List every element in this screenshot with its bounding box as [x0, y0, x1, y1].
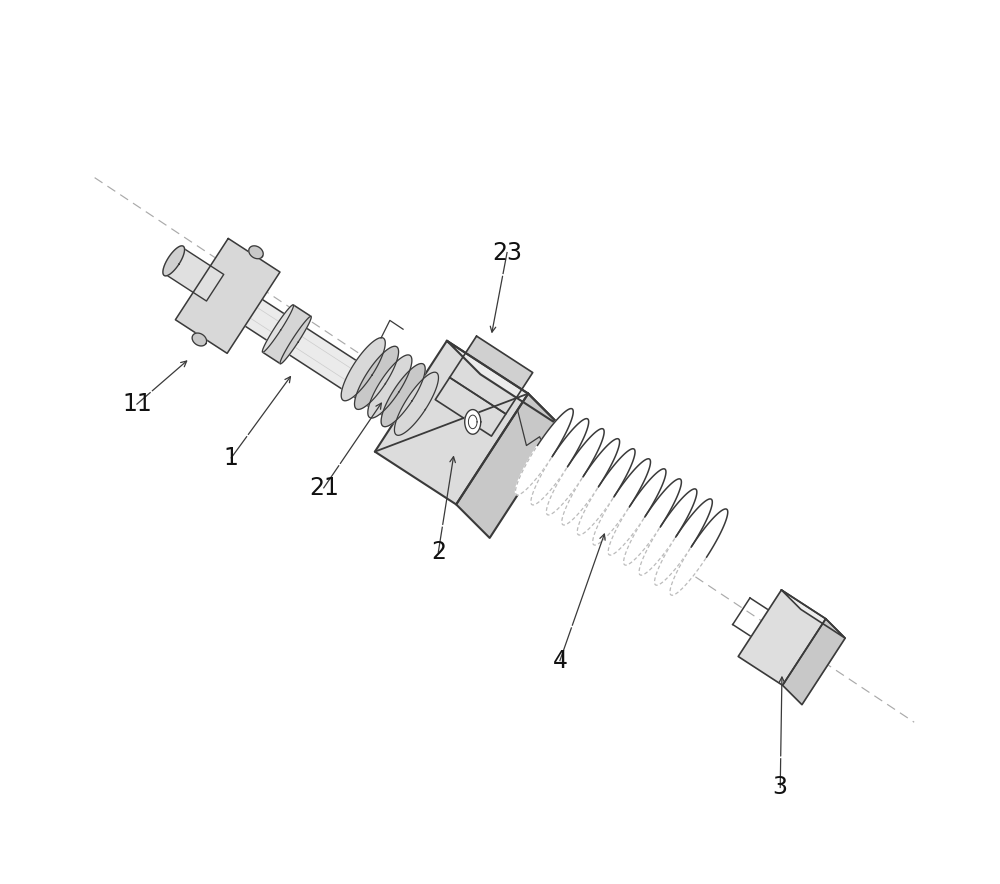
Polygon shape	[546, 429, 604, 515]
Polygon shape	[192, 333, 207, 346]
Polygon shape	[163, 246, 185, 276]
Polygon shape	[624, 479, 681, 565]
Polygon shape	[593, 459, 650, 545]
Polygon shape	[341, 338, 385, 400]
Text: 1: 1	[224, 446, 239, 470]
Text: 3: 3	[773, 775, 788, 799]
Text: 4: 4	[552, 649, 567, 673]
Polygon shape	[450, 336, 533, 414]
Polygon shape	[435, 377, 506, 436]
Polygon shape	[781, 590, 845, 638]
Polygon shape	[394, 372, 438, 435]
Polygon shape	[456, 393, 562, 538]
Polygon shape	[738, 590, 826, 685]
Polygon shape	[381, 363, 425, 427]
Polygon shape	[280, 316, 311, 363]
Text: 21: 21	[309, 476, 339, 499]
Polygon shape	[531, 419, 589, 505]
Polygon shape	[355, 347, 399, 409]
Polygon shape	[655, 499, 712, 585]
Text: 11: 11	[122, 392, 152, 416]
Polygon shape	[219, 283, 428, 434]
Polygon shape	[175, 239, 280, 354]
Polygon shape	[447, 341, 562, 427]
Polygon shape	[249, 246, 263, 259]
Polygon shape	[639, 489, 697, 575]
Polygon shape	[262, 305, 294, 352]
Polygon shape	[375, 341, 528, 505]
Polygon shape	[465, 409, 481, 434]
Polygon shape	[670, 509, 728, 595]
Polygon shape	[783, 619, 845, 705]
Polygon shape	[562, 438, 620, 525]
Polygon shape	[368, 354, 412, 418]
Polygon shape	[165, 248, 224, 301]
Polygon shape	[608, 469, 666, 555]
Text: 23: 23	[492, 240, 522, 264]
Polygon shape	[515, 408, 573, 495]
Polygon shape	[577, 449, 635, 535]
Polygon shape	[263, 305, 311, 363]
Text: 2: 2	[431, 540, 446, 564]
